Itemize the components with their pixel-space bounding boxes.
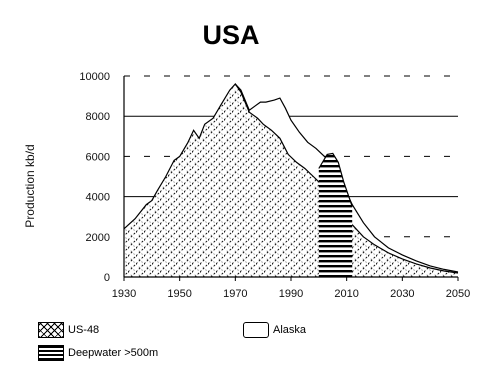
- x-tick-label: 2050: [446, 288, 470, 300]
- y-tick-label: 2000: [86, 232, 110, 244]
- legend-item-us48: US-48: [38, 322, 99, 338]
- series-alaska-line: [234, 83, 459, 273]
- x-tick-label: 1970: [223, 288, 247, 300]
- legend-label-alaska: Alaska: [273, 324, 307, 336]
- alaska-swatch-icon: [243, 322, 269, 338]
- series-us48-area: [124, 84, 458, 277]
- series-deepwater-line: [318, 152, 353, 207]
- y-tick-label: 8000: [86, 111, 110, 123]
- x-tick-label: 2030: [390, 288, 414, 300]
- axes: [123, 76, 459, 281]
- x-tick-label: 1950: [167, 288, 191, 300]
- series-areas: [123, 83, 459, 277]
- y-axis-label: Production kb/d: [23, 144, 37, 227]
- y-tick-label: 4000: [86, 192, 110, 204]
- y-tick-label: 6000: [86, 151, 110, 163]
- x-tick-label: 1930: [112, 288, 136, 300]
- y-tick-label: 0: [104, 272, 110, 284]
- x-tick-label: 1990: [279, 288, 303, 300]
- x-tick-label: 2010: [334, 288, 358, 300]
- us48-swatch-icon: [38, 322, 64, 338]
- deepwater-swatch-icon: [38, 345, 64, 361]
- chart-title: USA: [202, 20, 259, 50]
- legend-label-deepwater: Deepwater >500m: [68, 347, 159, 359]
- legend-label-us48: US-48: [68, 324, 100, 336]
- legend-item-deepwater: Deepwater >500m: [38, 345, 158, 361]
- series-deepwater-area: [318, 153, 353, 277]
- legend-item-alaska: Alaska: [243, 322, 306, 338]
- series-us48-line: [123, 83, 459, 274]
- y-tick-label: 10000: [79, 71, 110, 83]
- tick-labels: 0 2000 4000 6000 8000 10000 1930 1950 1970 1990 20…: [79, 71, 470, 300]
